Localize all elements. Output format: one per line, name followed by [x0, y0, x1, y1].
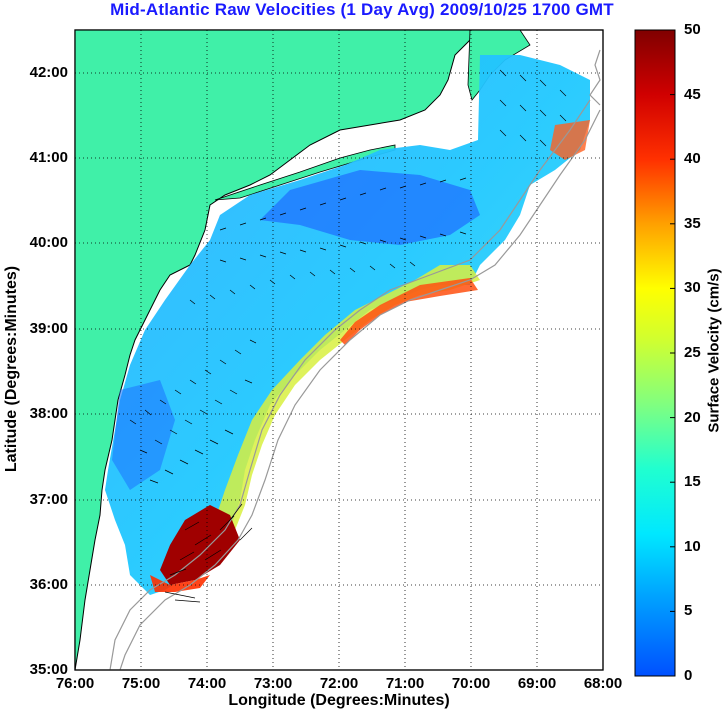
colorbar-tick: 15 [684, 473, 701, 490]
northeast-hotspot [550, 120, 590, 160]
y-tick: 41:00 [29, 149, 68, 166]
y-tick: 39:00 [29, 320, 68, 337]
colorbar-tick: 45 [684, 86, 701, 103]
x-tick: 69:00 [517, 675, 557, 692]
y-tick: 36:00 [29, 576, 68, 593]
colorbar-tick: 30 [684, 279, 701, 296]
colorbar-tick: 40 [684, 150, 701, 167]
blue-core-south [112, 380, 175, 490]
colorbar-label: Surface Velocity (cm/s) [705, 268, 723, 433]
x-tick: 70:00 [451, 675, 491, 692]
y-axis-label: Latitude (Degrees:Minutes) [3, 265, 20, 473]
map-title: Mid-Atlantic Raw Velocities (1 Day Avg) … [110, 0, 614, 19]
y-tick: 37:00 [29, 491, 68, 508]
colorbar-ticks [670, 29, 675, 612]
grid-lines [75, 30, 603, 670]
gulf-stream-hotspot [160, 505, 240, 585]
shelf-edge-band [215, 265, 480, 545]
long-island [214, 144, 396, 201]
x-tick: 72:00 [319, 675, 359, 692]
y-tick: 40:00 [29, 234, 68, 251]
x-tick: 68:00 [583, 675, 623, 692]
x-tick: 71:00 [385, 675, 425, 692]
colorbar-tick: 25 [684, 344, 701, 361]
blue-core [260, 170, 480, 245]
x-tick: 76:00 [55, 675, 95, 692]
colorbar-tick: 10 [684, 538, 701, 555]
colorbar-tick: 35 [684, 215, 701, 232]
colorbar [634, 29, 676, 677]
colorbar-tick: 20 [684, 409, 701, 426]
colorbar-tick: 5 [684, 602, 693, 619]
bathymetry-contours [109, 49, 601, 670]
colorbar-tick: 0 [684, 667, 693, 684]
shelf-edge-red [340, 278, 478, 345]
x-tick: 75:00 [121, 675, 161, 692]
x-tick: 73:00 [253, 675, 293, 692]
gulf-stream-edge [150, 575, 210, 592]
x-axis-label: Longitude (Degrees:Minutes) [228, 692, 450, 709]
x-tick: 74:00 [187, 675, 227, 692]
y-tick: 42:00 [29, 64, 68, 81]
y-tick: 38:00 [29, 405, 68, 422]
colorbar-tick: 50 [684, 21, 701, 38]
y-tick: 35:00 [29, 661, 68, 678]
